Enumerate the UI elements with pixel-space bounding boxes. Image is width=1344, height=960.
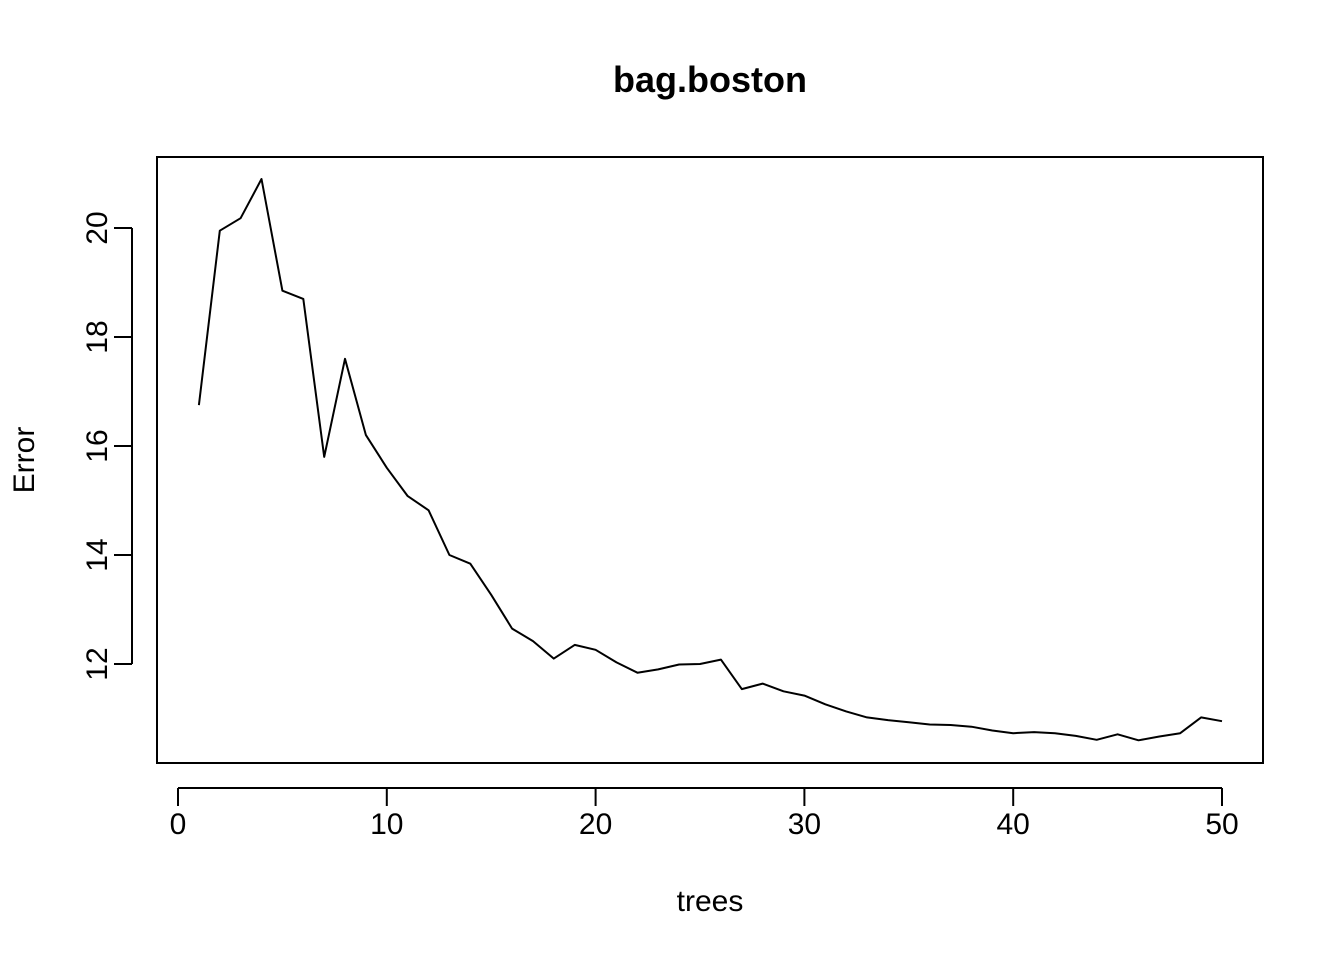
x-tick-label: 0 [170, 808, 187, 841]
y-tick-label: 18 [81, 320, 114, 353]
series-line [197, 178, 1223, 742]
y-axis: 12 14 16 18 20 [81, 211, 133, 681]
y-tick-label: 14 [81, 538, 114, 571]
x-tick-label: 10 [370, 808, 403, 841]
x-tick-label: 20 [579, 808, 612, 841]
x-axis: 0 10 20 30 40 50 [170, 787, 1239, 841]
x-tick-label: 40 [997, 808, 1030, 841]
y-axis-label: Error [8, 427, 41, 494]
plot-frame [156, 156, 1264, 764]
chart-title: bag.boston [613, 59, 807, 100]
x-tick-label: 50 [1205, 808, 1238, 841]
y-tick-label: 20 [81, 211, 114, 244]
x-tick-label: 30 [788, 808, 821, 841]
y-tick-label: 12 [81, 647, 114, 680]
x-axis-label: trees [677, 885, 744, 918]
y-tick-label: 16 [81, 429, 114, 462]
